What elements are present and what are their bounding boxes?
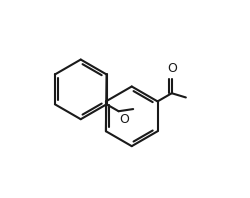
- Text: O: O: [120, 113, 130, 126]
- Text: O: O: [167, 62, 177, 75]
